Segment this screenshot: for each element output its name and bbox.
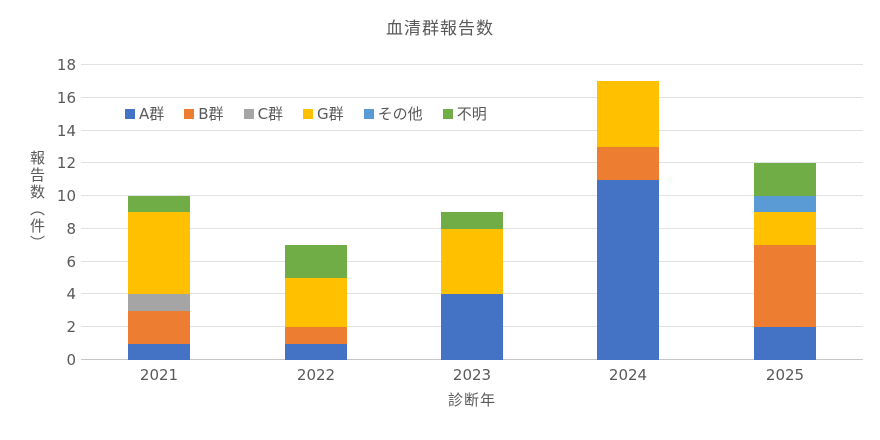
x-tick-label-2021: 2021: [139, 366, 179, 384]
legend-item-B群: B群: [184, 103, 224, 124]
bar-segment-2022-不明: [285, 245, 347, 278]
legend-marker-icon: [442, 108, 453, 119]
bar-segment-2024-B群: [597, 147, 659, 180]
legend-marker-icon: [125, 108, 135, 119]
legend-label: G群: [317, 105, 344, 123]
gridline-y-10: [81, 195, 863, 196]
legend-label: C群: [257, 105, 284, 123]
legend-item-C群: C群: [243, 103, 284, 124]
x-tick-label-2023: 2023: [452, 366, 492, 384]
y-tick-label-4: 4: [66, 285, 76, 303]
y-tick-label-6: 6: [66, 253, 76, 271]
y-tick-label-18: 18: [56, 56, 76, 74]
bar-segment-2023-A群: [441, 294, 503, 360]
x-tick-label-2022: 2022: [296, 366, 336, 384]
legend: A群 B群 C群 G群 その他 不明: [125, 103, 487, 124]
bar-segment-2022-A群: [285, 344, 347, 360]
bar-segment-2023-G群: [441, 229, 503, 294]
bar-segment-2021-A群: [128, 344, 190, 360]
plot-area: [81, 64, 863, 360]
gridline-y-18: [81, 64, 863, 65]
bar-segment-2021-B群: [128, 311, 190, 344]
legend-marker-icon: [303, 108, 314, 119]
legend-label: その他: [377, 105, 423, 123]
bar-segment-2024-A群: [597, 180, 659, 360]
legend-item-その他: その他: [363, 103, 423, 124]
legend-label: B群: [198, 105, 224, 123]
y-tick-label-0: 0: [66, 351, 76, 369]
y-axis-title: 報告数（件）: [28, 150, 46, 252]
legend-marker-icon: [184, 108, 195, 119]
bar-segment-2022-B群: [285, 327, 347, 344]
x-tick-label-2025: 2025: [765, 366, 805, 384]
y-tick-label-14: 14: [56, 122, 76, 140]
bar-segment-2025-不明: [754, 163, 816, 196]
y-tick-label-16: 16: [56, 89, 76, 107]
bar-segment-2023-不明: [441, 212, 503, 229]
bar-segment-2025-その他: [754, 196, 816, 212]
bar-segment-2021-不明: [128, 196, 190, 212]
legend-marker-icon: [243, 108, 254, 119]
bar-segment-2024-G群: [597, 81, 659, 147]
bar-segment-2025-B群: [754, 245, 816, 327]
gridline-y-12: [81, 162, 863, 163]
y-tick-label-2: 2: [66, 318, 76, 336]
bar-segment-2025-A群: [754, 327, 816, 360]
bar-segment-2021-G群: [128, 212, 190, 294]
legend-marker-icon: [363, 108, 374, 119]
bar-segment-2022-G群: [285, 278, 347, 327]
legend-label: 不明: [456, 105, 487, 123]
y-tick-label-12: 12: [56, 154, 76, 172]
legend-item-不明: 不明: [442, 103, 487, 124]
legend-label: A群: [139, 105, 165, 123]
legend-item-A群: A群: [125, 103, 164, 124]
gridline-y-16: [81, 97, 863, 98]
bar-segment-2025-G群: [754, 212, 816, 245]
legend-item-G群: G群: [303, 103, 344, 124]
y-tick-label-10: 10: [56, 187, 76, 205]
x-axis-title: 診断年: [447, 391, 496, 409]
gridline-y-14: [81, 130, 863, 131]
bar-segment-2021-C群: [128, 294, 190, 311]
chart-title: 血清群報告数: [386, 19, 494, 39]
y-tick-label-8: 8: [66, 220, 76, 238]
x-tick-label-2024: 2024: [608, 366, 648, 384]
